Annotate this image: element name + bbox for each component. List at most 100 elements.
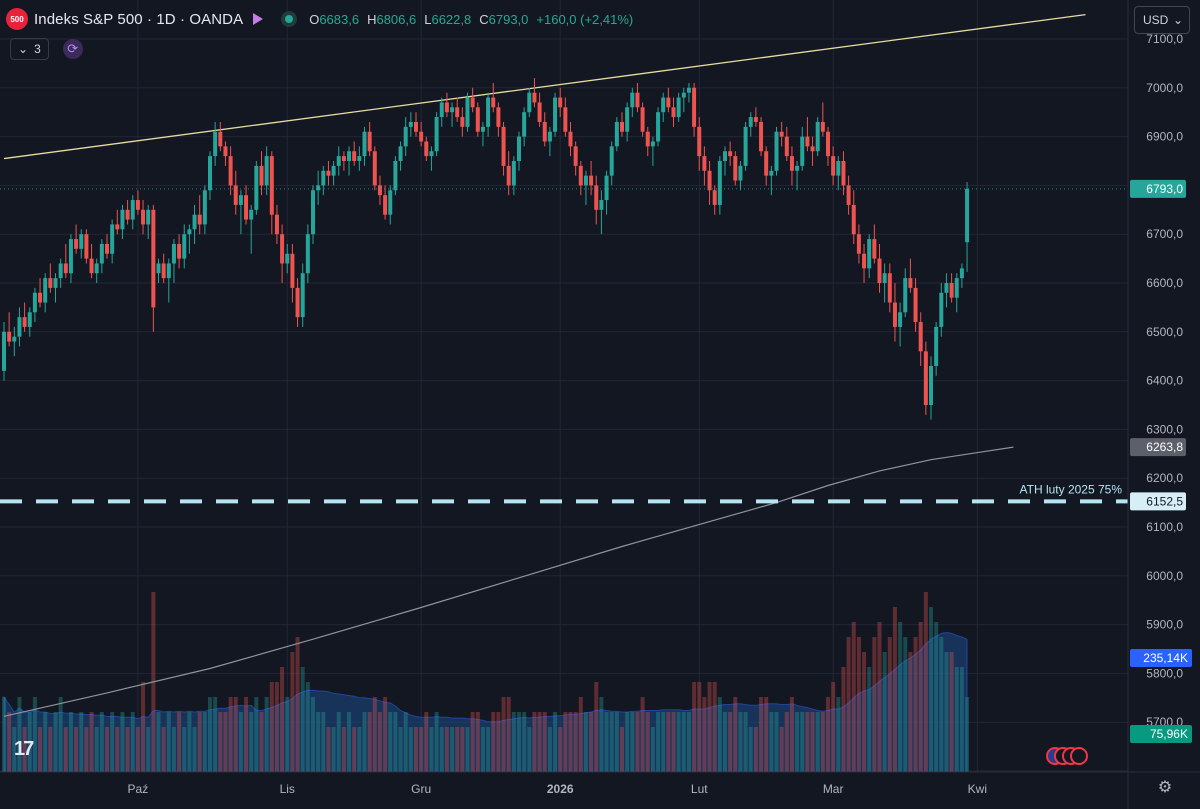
- ma-line: [3, 446, 1014, 717]
- volume-bar: [43, 712, 48, 772]
- candle-body: [707, 170, 712, 191]
- candle-body: [192, 214, 197, 230]
- volume-bar: [367, 712, 372, 772]
- candle-body: [22, 317, 27, 327]
- volume-bar: [357, 727, 362, 772]
- volume-bar: [419, 727, 424, 772]
- candle-body: [470, 97, 475, 108]
- candle-body: [511, 161, 516, 186]
- price-axis[interactable]: 5700,05800,05900,06000,06100,06200,06300…: [1127, 0, 1200, 809]
- volume-bar: [496, 712, 501, 772]
- candle-body: [439, 102, 444, 118]
- volume-bar: [517, 712, 521, 772]
- tradingview-logo-icon[interactable]: 17: [14, 738, 34, 760]
- candle-body: [388, 190, 393, 215]
- candle-body: [94, 263, 99, 274]
- time-axis[interactable]: Paź Lis Gru 2026 Lut Mar Kwi: [0, 771, 1200, 796]
- candle-body: [419, 131, 424, 142]
- volume-bar: [274, 682, 279, 772]
- candle-body: [728, 151, 733, 157]
- candle-body: [475, 107, 480, 132]
- candle-body: [872, 239, 877, 259]
- candle-body: [249, 209, 254, 220]
- candle-body: [681, 92, 686, 98]
- candle-body: [892, 302, 897, 327]
- candle-body: [465, 97, 470, 127]
- price-tick-label: 6900,0: [1146, 130, 1183, 144]
- volume-bar: [63, 727, 68, 772]
- candle-body: [120, 209, 125, 230]
- economic-events-icons[interactable]: [1046, 747, 1088, 765]
- volume-bar: [269, 682, 274, 772]
- candle-body: [723, 151, 727, 161]
- volume-bar: [604, 712, 609, 772]
- candle-body: [115, 224, 120, 230]
- volume-bar: [681, 712, 686, 772]
- candle-body: [815, 121, 820, 152]
- symbol-title[interactable]: Indeks S&P 500 · 1D · OANDA: [34, 10, 244, 28]
- candle-body: [352, 151, 357, 161]
- candle-body: [826, 131, 830, 157]
- candle-body: [769, 170, 774, 176]
- volume-bar: [99, 712, 104, 772]
- candle-body: [712, 190, 717, 205]
- symbol-logo[interactable]: 500: [6, 8, 28, 30]
- candle-body: [414, 121, 418, 132]
- candle-body: [527, 92, 532, 113]
- volume-bar: [573, 712, 578, 772]
- chart-header: 500 Indeks S&P 500 · 1D · OANDA O6683,6 …: [6, 8, 633, 30]
- volume-bar: [238, 712, 243, 772]
- volume-bar: [455, 727, 460, 772]
- volume-bar: [388, 712, 393, 772]
- volume-bar: [779, 727, 784, 772]
- volume-bar: [444, 727, 449, 772]
- volume-bar: [537, 712, 542, 772]
- candle-body: [779, 131, 784, 137]
- candle-body: [434, 117, 439, 152]
- candle-body: [939, 292, 944, 327]
- candle-body: [295, 287, 300, 318]
- volume-bar: [851, 622, 856, 772]
- candle-body: [12, 336, 17, 342]
- volume-bar: [929, 607, 933, 772]
- settings-gear-icon[interactable]: ⚙: [1157, 779, 1173, 796]
- volume-bar: [74, 727, 79, 772]
- candle-body: [274, 214, 279, 235]
- volume-bar: [48, 727, 53, 772]
- candle-body: [867, 239, 872, 269]
- volume-bar: [439, 727, 444, 772]
- trendline[interactable]: [3, 13, 1086, 160]
- candle-body: [367, 131, 372, 152]
- market-status-icon[interactable]: [281, 11, 298, 27]
- volume-bar: [12, 727, 17, 772]
- volume-bar: [836, 697, 841, 772]
- flag-icon[interactable]: [253, 13, 264, 25]
- volume-bar: [218, 712, 223, 772]
- candle-body: [238, 195, 243, 205]
- volume-bar: [898, 622, 903, 772]
- volume-bar: [146, 727, 151, 772]
- volume-bar: [223, 712, 228, 772]
- refresh-icon[interactable]: ⟳: [62, 39, 83, 59]
- volume-bar: [280, 667, 285, 772]
- volume-bar: [867, 667, 872, 772]
- volume-bar: [434, 712, 439, 772]
- indicators-toggle-button[interactable]: ⌄ 3: [10, 38, 49, 60]
- candle-body: [965, 188, 970, 243]
- candle-body: [161, 263, 166, 279]
- candle-body: [182, 234, 187, 259]
- chevron-down-icon: ⌄: [18, 42, 29, 56]
- volume-bar: [331, 727, 336, 772]
- candle-body: [74, 239, 79, 249]
- volume-bar: [954, 667, 959, 772]
- volume-bar: [702, 697, 707, 772]
- candle-body: [264, 156, 269, 186]
- currency-select[interactable]: USD ⌄: [1134, 6, 1190, 34]
- price-tick-label: 6300,0: [1146, 422, 1183, 436]
- candle-body: [923, 351, 928, 405]
- volume-bar: [594, 682, 599, 772]
- volume-bar: [645, 712, 650, 772]
- candle-body: [290, 253, 295, 288]
- volume-bar: [522, 712, 527, 772]
